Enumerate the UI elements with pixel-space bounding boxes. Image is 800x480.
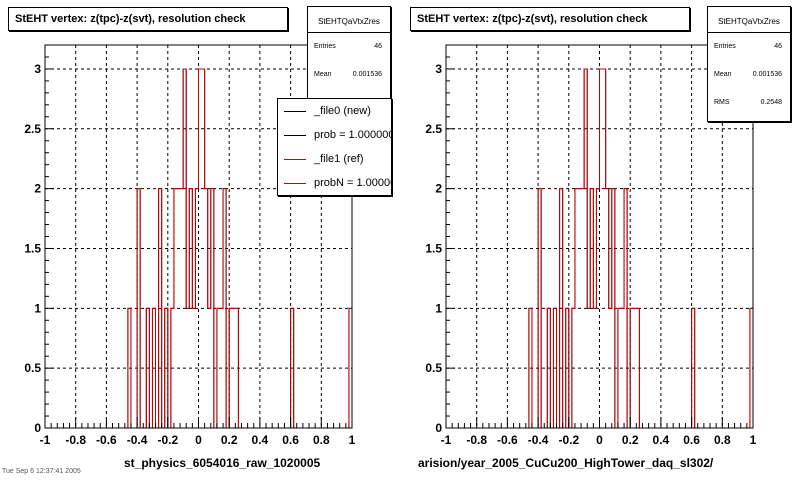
y-tick-label: 1: [34, 301, 41, 315]
legend-label: _file1 (ref): [314, 153, 364, 165]
y-tick-label: 2.5: [24, 122, 41, 136]
y-tick-label: 2: [435, 182, 442, 196]
y-tick-label: 0.5: [24, 361, 41, 375]
x-tick-label: -0.2: [157, 433, 178, 447]
panel-1-legend: _file0 (new) prob = 1.000000 _file1 (ref…: [277, 98, 392, 196]
stats-value: 46: [374, 43, 382, 50]
y-tick-label: 3: [435, 62, 442, 76]
x-tick-label: -0.4: [528, 433, 549, 447]
panel-1-stats-row-mean: Mean 0.001536: [308, 61, 390, 89]
legend-entry: probN = 1.000000: [278, 171, 391, 195]
footer-timestamp: Tue Sep 6 12:37:41 2005: [2, 468, 81, 475]
x-tick-label: -0.8: [65, 433, 86, 447]
x-tick-label: -0.6: [497, 433, 518, 447]
y-tick-label: 1.5: [24, 241, 41, 255]
x-tick-label: 0.4: [252, 433, 269, 447]
legend-entry: _file1 (ref): [278, 147, 391, 171]
panel-2-x-axis-label: arision/year_2005_CuCu200_HighTower_daq_…: [418, 456, 714, 470]
legend-label: prob = 1.000000: [314, 129, 392, 141]
y-tick-label: 0: [435, 421, 442, 435]
panel-2-stats-row-entries: Entries 46: [708, 33, 790, 61]
legend-line-swatch: [284, 183, 306, 184]
y-tick-label: 2: [34, 182, 41, 196]
x-tick-label: -0.4: [127, 433, 148, 447]
panel-1-stats-row-entries: Entries 46: [308, 33, 390, 61]
x-tick-label: 1: [349, 433, 356, 447]
x-tick-label: 1: [750, 433, 757, 447]
x-tick-label: 0: [195, 433, 202, 447]
panel-2-stats-row-mean: Mean 0.001536: [708, 61, 790, 89]
legend-entry: prob = 1.000000: [278, 123, 391, 147]
y-tick-label: 3: [34, 62, 41, 76]
stats-label: Mean: [314, 71, 332, 78]
x-tick-label: 0.8: [714, 433, 731, 447]
panel-1-title: StEHT vertex: z(tpc)-z(svt), resolution …: [8, 7, 288, 31]
stats-value: 46: [774, 43, 782, 50]
panel-2-stats-row-rms: RMS 0.2548: [708, 89, 790, 117]
stats-value: 0.2548: [760, 99, 782, 106]
x-tick-label: -0.2: [558, 433, 579, 447]
stats-label: Entries: [314, 43, 336, 50]
panel-2-stats-name: StEHTQaVtxZres: [708, 7, 790, 33]
x-tick-label: 0.4: [653, 433, 670, 447]
y-tick-label: 0: [34, 421, 41, 435]
panel-1-stats-name: StEHTQaVtxZres: [308, 7, 390, 33]
stats-value: 0.001536: [752, 71, 782, 78]
x-tick-label: 0.6: [282, 433, 299, 447]
legend-label: _file0 (new): [314, 105, 371, 117]
x-tick-label: 0.2: [622, 433, 639, 447]
x-tick-label: 0.2: [221, 433, 238, 447]
panel-1-x-axis-label: st_physics_6054016_raw_1020005: [124, 456, 321, 470]
x-tick-label: 0.6: [683, 433, 700, 447]
legend-entry: _file0 (new): [278, 99, 391, 123]
y-tick-label: 2.5: [425, 122, 442, 136]
y-tick-label: 0.5: [425, 361, 442, 375]
x-tick-label: 0.8: [313, 433, 330, 447]
y-tick-label: 1: [435, 301, 442, 315]
y-tick-label: 1.5: [425, 241, 442, 255]
x-tick-label: -1: [40, 433, 51, 447]
legend-line-swatch: [284, 135, 306, 136]
legend-line-swatch: [284, 111, 306, 112]
x-tick-label: -0.6: [96, 433, 117, 447]
legend-label: probN = 1.000000: [314, 177, 391, 189]
stats-label: Entries: [714, 43, 736, 50]
x-tick-label: -1: [441, 433, 452, 447]
stats-label: RMS: [714, 99, 730, 106]
panel-2-stats-box: StEHTQaVtxZres Entries 46 Mean 0.001536 …: [707, 6, 791, 122]
x-tick-label: -0.8: [466, 433, 487, 447]
legend-line-swatch: [284, 159, 306, 160]
stats-label: Mean: [714, 71, 732, 78]
panel-2-title: StEHT vertex: z(tpc)-z(svt), resolution …: [410, 7, 690, 31]
stats-value: 0.001536: [352, 71, 382, 78]
x-tick-label: 0: [596, 433, 603, 447]
